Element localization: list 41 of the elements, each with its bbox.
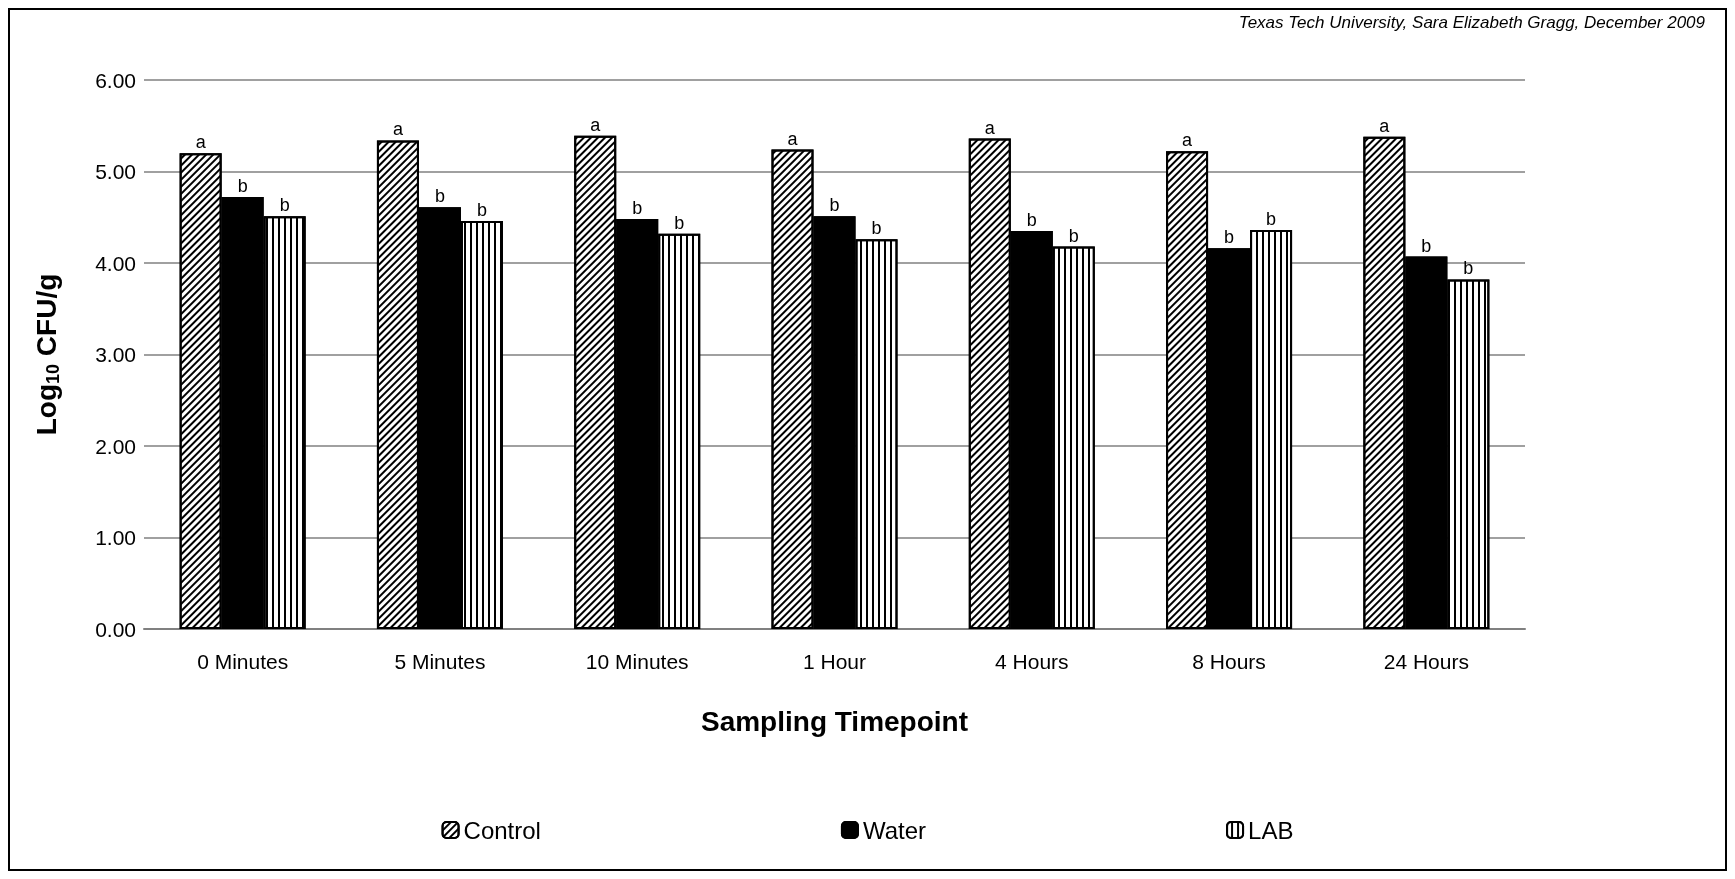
- data-label: b: [434, 186, 445, 207]
- data-label: b: [1068, 225, 1079, 246]
- y-axis-title: Log10 CFU/g: [30, 273, 63, 436]
- data-label: b: [1266, 209, 1277, 230]
- y-tick-label: 2.00: [95, 434, 136, 458]
- x-tick-label: 1 Hour: [802, 650, 867, 673]
- data-label: a: [195, 132, 207, 153]
- x-tick-label: 8 Hours: [1192, 650, 1266, 673]
- x-tick-label: 10 Minutes: [585, 650, 689, 673]
- y-tick-label: 3.00: [95, 343, 136, 366]
- y-tick-label: 6.00: [95, 68, 136, 92]
- y-tick-label: 4.00: [95, 251, 136, 275]
- data-label: b: [871, 218, 882, 239]
- data-label: b: [1026, 209, 1037, 230]
- data-label: a: [787, 128, 799, 149]
- y-tick-label: 1.00: [95, 526, 136, 549]
- x-tick-label: 24 Hours: [1383, 650, 1469, 673]
- y-tick-label: 0.00: [95, 617, 136, 641]
- legend-label: LAB: [1248, 816, 1294, 844]
- data-label: a: [984, 117, 996, 138]
- data-label: b: [1224, 227, 1235, 248]
- x-axis-title: Sampling Timepoint: [700, 705, 969, 737]
- y-tick-label: 5.00: [95, 160, 136, 183]
- text: Texas Tech University, Sara Elizabeth Gragg, December 2009: [1238, 13, 1706, 32]
- data-label: a: [1379, 115, 1391, 136]
- data-label: a: [590, 114, 602, 135]
- legend-label: Control: [463, 816, 541, 844]
- data-label: a: [392, 119, 404, 140]
- data-label: b: [237, 176, 248, 197]
- data-label: b: [1463, 258, 1474, 279]
- data-label: b: [829, 195, 840, 216]
- data-label: b: [1421, 235, 1432, 256]
- x-tick-label: 5 Minutes: [394, 650, 486, 673]
- legend-label: Water: [862, 816, 927, 844]
- data-label: b: [279, 195, 290, 216]
- data-label: b: [476, 199, 487, 220]
- data-label: a: [1182, 130, 1194, 151]
- x-tick-label: 4 Hours: [995, 650, 1069, 673]
- data-label: b: [632, 198, 643, 219]
- x-tick-label: 0 Minutes: [197, 650, 289, 673]
- data-label: b: [674, 212, 685, 233]
